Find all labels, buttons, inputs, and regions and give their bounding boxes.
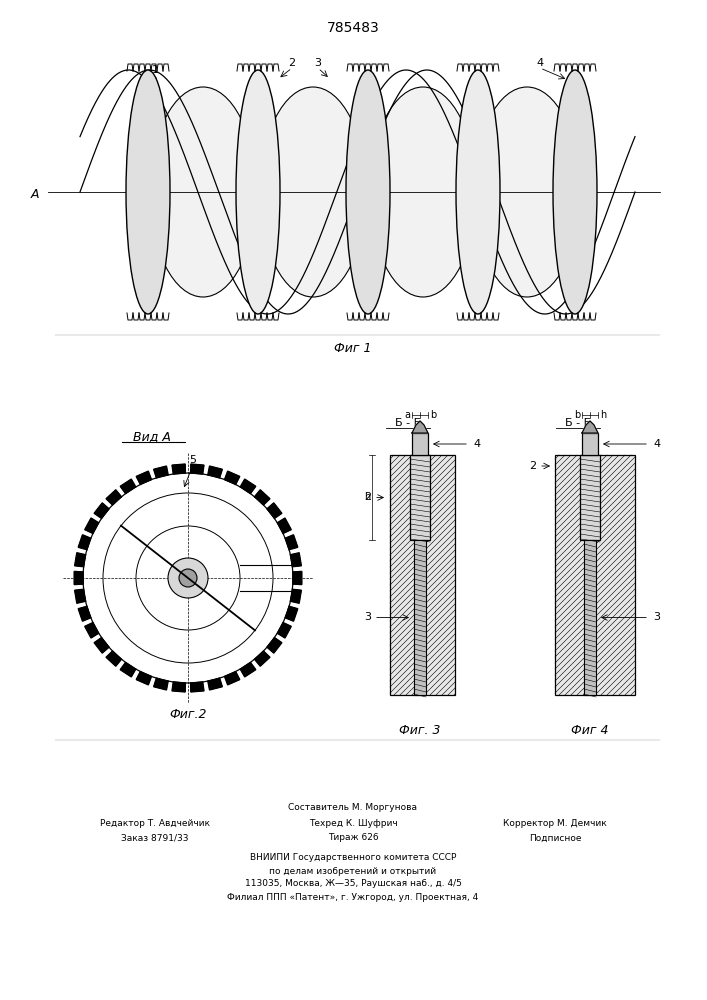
Polygon shape xyxy=(85,623,99,638)
Polygon shape xyxy=(240,662,256,677)
Polygon shape xyxy=(277,518,291,533)
Text: h: h xyxy=(600,410,606,420)
Text: A: A xyxy=(30,188,40,200)
Text: 4: 4 xyxy=(537,58,544,68)
Polygon shape xyxy=(153,678,168,690)
Bar xyxy=(414,540,426,695)
Bar xyxy=(390,455,455,695)
Polygon shape xyxy=(106,651,122,666)
Ellipse shape xyxy=(260,87,366,297)
Text: Филиал ППП «Патент», г. Ужгород, ул. Проектная, 4: Филиал ППП «Патент», г. Ужгород, ул. Про… xyxy=(228,892,479,902)
Polygon shape xyxy=(94,503,109,518)
Polygon shape xyxy=(78,535,90,550)
Text: b: b xyxy=(430,410,436,420)
Text: 5: 5 xyxy=(362,202,368,212)
Text: 3: 3 xyxy=(365,612,371,622)
Polygon shape xyxy=(267,503,282,518)
Text: Составитель М. Моргунова: Составитель М. Моргунова xyxy=(288,804,418,812)
Text: 5: 5 xyxy=(252,202,258,212)
Text: Б - Б: Б - Б xyxy=(565,418,591,428)
Bar xyxy=(580,455,600,540)
Text: Заказ 8791/33: Заказ 8791/33 xyxy=(121,834,189,842)
Polygon shape xyxy=(255,490,270,505)
Polygon shape xyxy=(291,553,301,567)
Text: Техред К. Шуфрич: Техред К. Шуфрич xyxy=(309,820,397,828)
Ellipse shape xyxy=(346,70,390,314)
Polygon shape xyxy=(74,571,83,585)
Polygon shape xyxy=(285,535,298,550)
Text: Фиг.2: Фиг.2 xyxy=(169,708,206,722)
Polygon shape xyxy=(208,466,222,478)
Text: 2: 2 xyxy=(288,58,296,68)
Text: 5: 5 xyxy=(189,455,197,465)
Polygon shape xyxy=(94,638,109,653)
Text: 3: 3 xyxy=(653,612,660,622)
Bar xyxy=(582,433,598,455)
Text: Фиг 1: Фиг 1 xyxy=(334,342,372,355)
Text: 4: 4 xyxy=(474,439,481,449)
Ellipse shape xyxy=(236,70,280,314)
Circle shape xyxy=(168,558,208,598)
Polygon shape xyxy=(208,678,222,690)
Polygon shape xyxy=(412,421,428,433)
Text: Тираж 626: Тираж 626 xyxy=(327,834,378,842)
Text: Корректор М. Демчик: Корректор М. Демчик xyxy=(503,820,607,828)
Text: 2: 2 xyxy=(364,492,372,502)
Text: по делам изобретений и открытий: по делам изобретений и открытий xyxy=(269,866,436,876)
Ellipse shape xyxy=(126,70,170,314)
Text: Редактор Т. Авдчейчик: Редактор Т. Авдчейчик xyxy=(100,820,210,828)
Ellipse shape xyxy=(474,87,580,297)
Text: 1: 1 xyxy=(151,65,158,75)
Polygon shape xyxy=(120,662,136,677)
Text: ВНИИПИ Государственного комитета СССР: ВНИИПИ Государственного комитета СССР xyxy=(250,854,456,862)
Text: Фиг. 3: Фиг. 3 xyxy=(399,724,440,736)
Polygon shape xyxy=(293,571,302,585)
Polygon shape xyxy=(255,651,270,666)
Polygon shape xyxy=(191,464,204,474)
Polygon shape xyxy=(75,553,86,567)
Bar xyxy=(555,455,635,695)
Text: Подписное: Подписное xyxy=(529,834,581,842)
Text: h: h xyxy=(363,492,370,502)
Polygon shape xyxy=(172,682,185,692)
Text: Вид А: Вид А xyxy=(133,430,171,444)
Text: 2: 2 xyxy=(530,461,537,471)
Polygon shape xyxy=(75,589,86,603)
Text: Фиг 4: Фиг 4 xyxy=(571,724,609,736)
Bar xyxy=(412,433,428,455)
Polygon shape xyxy=(291,589,301,603)
Text: Б - Б: Б - Б xyxy=(395,418,421,428)
Bar xyxy=(410,455,430,540)
Text: b: b xyxy=(574,410,580,420)
Text: a: a xyxy=(404,410,410,420)
Polygon shape xyxy=(240,479,256,494)
Polygon shape xyxy=(136,471,151,484)
Polygon shape xyxy=(153,466,168,478)
Ellipse shape xyxy=(553,70,597,314)
Ellipse shape xyxy=(150,87,256,297)
Text: 3: 3 xyxy=(315,58,322,68)
Polygon shape xyxy=(136,672,151,685)
Text: 113035, Москва, Ж—35, Раушская наб., д. 4/5: 113035, Москва, Ж—35, Раушская наб., д. … xyxy=(245,880,462,888)
Text: 4: 4 xyxy=(653,439,660,449)
Polygon shape xyxy=(267,638,282,653)
Polygon shape xyxy=(85,518,99,533)
Polygon shape xyxy=(225,471,240,484)
Bar xyxy=(584,540,596,695)
Polygon shape xyxy=(582,421,598,433)
Polygon shape xyxy=(277,623,291,638)
Polygon shape xyxy=(285,606,298,621)
Ellipse shape xyxy=(456,70,500,314)
Text: 785483: 785483 xyxy=(327,21,380,35)
Ellipse shape xyxy=(370,87,476,297)
Polygon shape xyxy=(106,490,122,505)
Polygon shape xyxy=(172,464,185,474)
Polygon shape xyxy=(191,682,204,692)
Polygon shape xyxy=(225,672,240,685)
Polygon shape xyxy=(78,606,90,621)
Polygon shape xyxy=(120,479,136,494)
Circle shape xyxy=(179,569,197,587)
